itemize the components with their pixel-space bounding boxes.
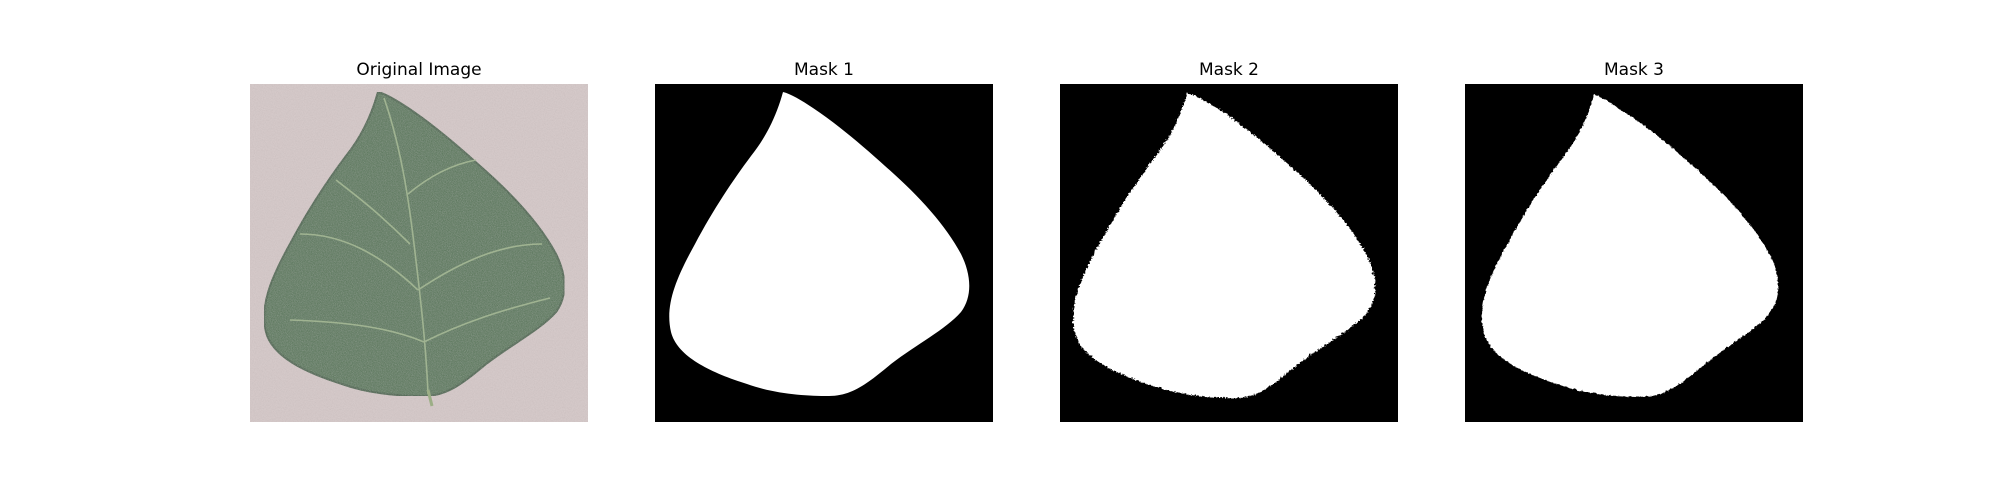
mask-1-image [655,84,993,422]
mask-leaf-region [669,92,970,396]
mask-3-image [1465,84,1803,422]
mask-leaf-region [1481,94,1778,396]
mask-2-image [1060,84,1398,422]
original-leaf-image [250,84,588,422]
panel-title-mask-1: Mask 1 [793,60,854,80]
panel-original-image: Original Image [250,56,588,422]
panel-mask-3: Mask 3 [1465,56,1803,422]
panel-title-mask-3: Mask 3 [1603,60,1664,80]
leaf-veins [289,97,551,395]
leaf-stem [426,389,434,407]
panel-mask-2: Mask 2 [1060,56,1398,422]
panel-title-mask-2: Mask 2 [1198,60,1259,80]
mask-leaf-region [1072,92,1375,397]
panel-mask-1: Mask 1 [655,56,993,422]
panel-title-original-image: Original Image [356,60,482,80]
